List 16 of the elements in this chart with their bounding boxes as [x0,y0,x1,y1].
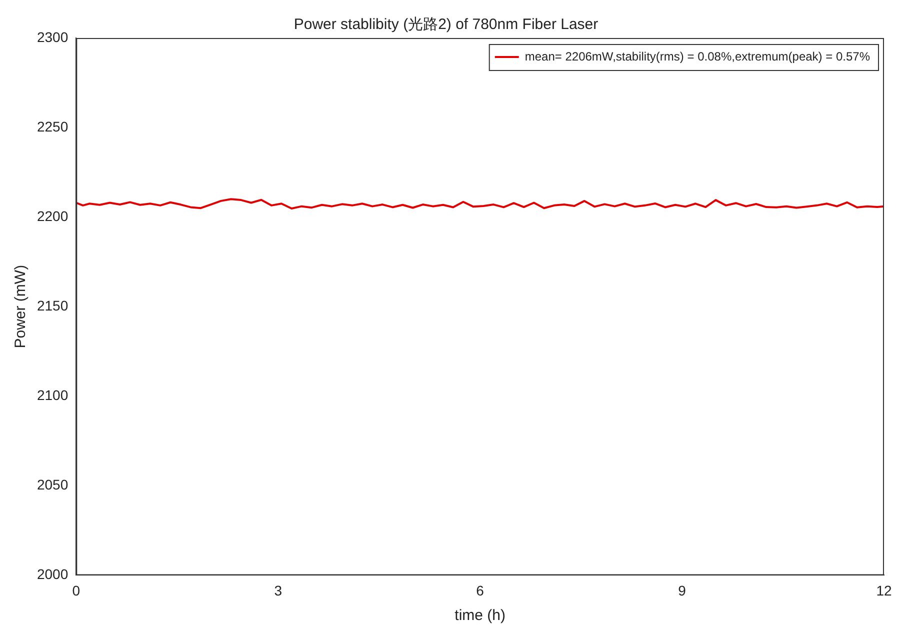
x-tick-label: 0 [72,582,80,598]
x-tick-label: 9 [678,582,686,598]
y-axis-title: Power (mW) [12,264,30,348]
x-tick-label: 3 [274,582,282,598]
y-tick-label: 2000 [36,566,68,582]
y-tick-label: 2300 [36,28,68,45]
x-tick-label: 12 [876,582,892,598]
y-tick-label: 2100 [36,386,68,403]
legend-label: mean= 2206mW,stability(rms) = 0.08%,extremum(peak) = 0.57% [524,49,870,64]
y-tick-label: 2200 [36,208,68,224]
chart-title: Power stablibity (光路2) of 780nm Fiber Laser [294,16,598,34]
y-tick-label: 2150 [36,297,68,314]
x-axis-title: time (h) [454,607,506,624]
x-tick-label: 6 [476,582,484,598]
y-tick-label: 2250 [36,118,68,134]
y-tick-label: 2050 [36,476,68,493]
